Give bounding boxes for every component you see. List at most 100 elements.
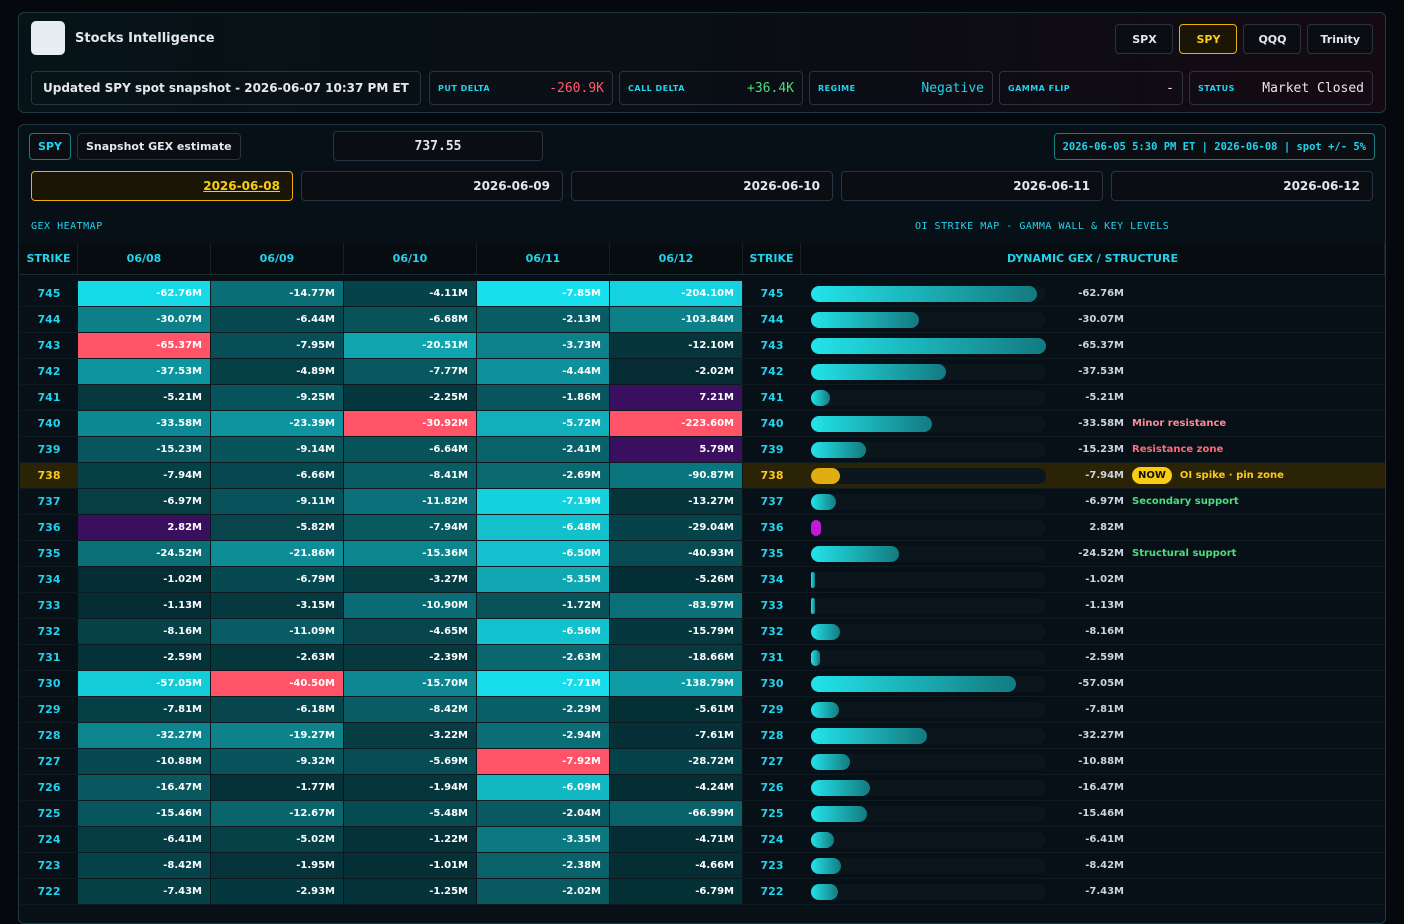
gex-cell: -2.02M (610, 359, 743, 384)
page: Stocks Intelligence SPX SPY QQQ Trinity Upd… (18, 12, 1386, 924)
strike: 727 (760, 755, 784, 768)
level-note: Structural support (1132, 548, 1237, 559)
structure-cell: -5.21M (801, 385, 1385, 410)
bar-value: -16.47M (1078, 782, 1124, 793)
bar-value: -10.88M (1078, 756, 1124, 767)
gex-cell: -8.41M (344, 463, 477, 488)
ticker-tab[interactable]: QQQ (1243, 24, 1302, 54)
gex-bar (811, 493, 837, 510)
gex-bar (811, 415, 932, 432)
table-row: 729 -7.81M -6.18M -8.42M -2.29M -5.61M 729 -7.8… (20, 697, 1385, 723)
gex-cell: -33.58M (78, 411, 211, 436)
table-row: 730 -57.05M -40.50M -15.70M -7.71M -138.79M 73… (20, 671, 1385, 697)
gex-cell: -6.79M (211, 567, 344, 592)
gex-cell: -11.82M (344, 489, 477, 514)
strike: 743 (760, 339, 784, 352)
ticker-tab[interactable]: SPY (1179, 24, 1238, 54)
ticker-tab[interactable]: Trinity (1307, 24, 1373, 54)
table-row: 734 -1.02M -6.79M -3.27M -5.35M -5.26M 734 -1.0… (20, 567, 1385, 593)
gex-cell: -6.44M (211, 307, 344, 332)
gex-cell: -66.99M (610, 801, 743, 826)
gex-cell: -2.69M (477, 463, 610, 488)
gex-cell: -2.02M (477, 879, 610, 904)
gex-cell: -4.71M (610, 827, 743, 852)
stat-label: PUT DELTA (438, 83, 491, 93)
gex-cell: -9.11M (211, 489, 344, 514)
table-row: 741 -5.21M -9.25M -2.25M -1.86M 7.21M 741 -5.21… (20, 385, 1385, 411)
snapshot-label: Updated SPY spot snapshot - 2026-06-07 1… (31, 71, 421, 105)
strike: 726 (37, 781, 61, 794)
gex-cell: -40.93M (610, 541, 743, 566)
bar-value: -15.23M (1078, 444, 1124, 455)
bar-value: -1.02M (1085, 574, 1124, 585)
stats: PUT DELTA -260.9K CALL DELTA +36.4K REGIME Ne… (429, 71, 1373, 105)
date-tab[interactable]: 2026-06-11 (841, 171, 1103, 201)
strike: 743 (37, 339, 61, 352)
gex-cell: -3.15M (211, 593, 344, 618)
strike: 725 (37, 807, 61, 820)
date-tab[interactable]: 2026-06-09 (301, 171, 563, 201)
gex-bar (811, 337, 1046, 354)
gex-cell: -1.13M (78, 593, 211, 618)
strike: 742 (37, 365, 61, 378)
column-header: 06/10 (344, 243, 477, 274)
table-header: STRIKE 06/08 06/09 06/10 06/11 06/12 STRIKE DYN… (20, 243, 1385, 275)
column-header: 06/12 (610, 243, 743, 274)
stat-label: GAMMA FLIP (1008, 83, 1071, 93)
gex-cell: -7.94M (344, 515, 477, 540)
level-note: Secondary support (1132, 496, 1239, 507)
bar-value: -6.97M (1085, 496, 1124, 507)
date-tab[interactable]: 2026-06-10 (571, 171, 833, 201)
gex-cell: -7.19M (477, 489, 610, 514)
bar-track (811, 493, 1046, 510)
stat-value: -260.9K (549, 80, 604, 96)
gex-cell: -40.50M (211, 671, 344, 696)
gex-cell: -30.92M (344, 411, 477, 436)
main-panel: SPY Snapshot GEX estimate 737.55 2026-06… (18, 124, 1386, 924)
now-badge: NOW (1132, 467, 1172, 484)
gex-cell: -2.41M (477, 437, 610, 462)
gex-cell: -15.70M (344, 671, 477, 696)
gex-bar (811, 285, 1037, 302)
bar-value: -7.94M (1085, 470, 1124, 481)
strike: 744 (760, 313, 784, 326)
gex-cell: -6.09M (477, 775, 610, 800)
gex-cell: -28.72M (610, 749, 743, 774)
structure-cell: -65.37M (801, 333, 1385, 358)
range-chip: 2026-06-05 5:30 PM ET | 2026-06-08 | spo… (1053, 133, 1375, 160)
logo (31, 21, 65, 55)
bar-track (811, 571, 1046, 588)
table-row: 726 -16.47M -1.77M -1.94M -6.09M -4.24M 726 -16… (20, 775, 1385, 801)
ticker-tab[interactable]: SPX (1115, 24, 1174, 54)
gex-cell: -8.42M (78, 853, 211, 878)
gex-cell: -3.27M (344, 567, 477, 592)
gex-cell: -5.48M (344, 801, 477, 826)
gex-cell: -103.84M (610, 307, 743, 332)
gex-cell: -5.21M (78, 385, 211, 410)
gex-cell: -9.14M (211, 437, 344, 462)
bar-track (811, 675, 1046, 692)
strike: 729 (37, 703, 61, 716)
column-header: STRIKE (20, 243, 78, 274)
bar-track (811, 857, 1046, 874)
bar-track (811, 623, 1046, 640)
gex-cell: -6.68M (344, 307, 477, 332)
gex-cell: -4.66M (610, 853, 743, 878)
gex-cell: -6.41M (78, 827, 211, 852)
structure-cell: -8.42M (801, 853, 1385, 878)
structure-cell: -7.81M (801, 697, 1385, 722)
gex-cell: -37.53M (78, 359, 211, 384)
bar-track (811, 519, 1046, 536)
date-tab[interactable]: 2026-06-12 (1111, 171, 1373, 201)
structure-cell: -15.46M (801, 801, 1385, 826)
gex-cell: -6.79M (610, 879, 743, 904)
strike: 732 (37, 625, 61, 638)
table-row: 724 -6.41M -5.02M -1.22M -3.35M -4.71M 724 -6.4… (20, 827, 1385, 853)
structure-cell: -37.53M (801, 359, 1385, 384)
bar-track (811, 727, 1046, 744)
bar-value: -7.81M (1085, 704, 1124, 715)
gex-cell: -4.89M (211, 359, 344, 384)
gex-cell: -1.77M (211, 775, 344, 800)
date-tab[interactable]: 2026-06-08 (31, 171, 293, 201)
strike: 741 (37, 391, 61, 404)
